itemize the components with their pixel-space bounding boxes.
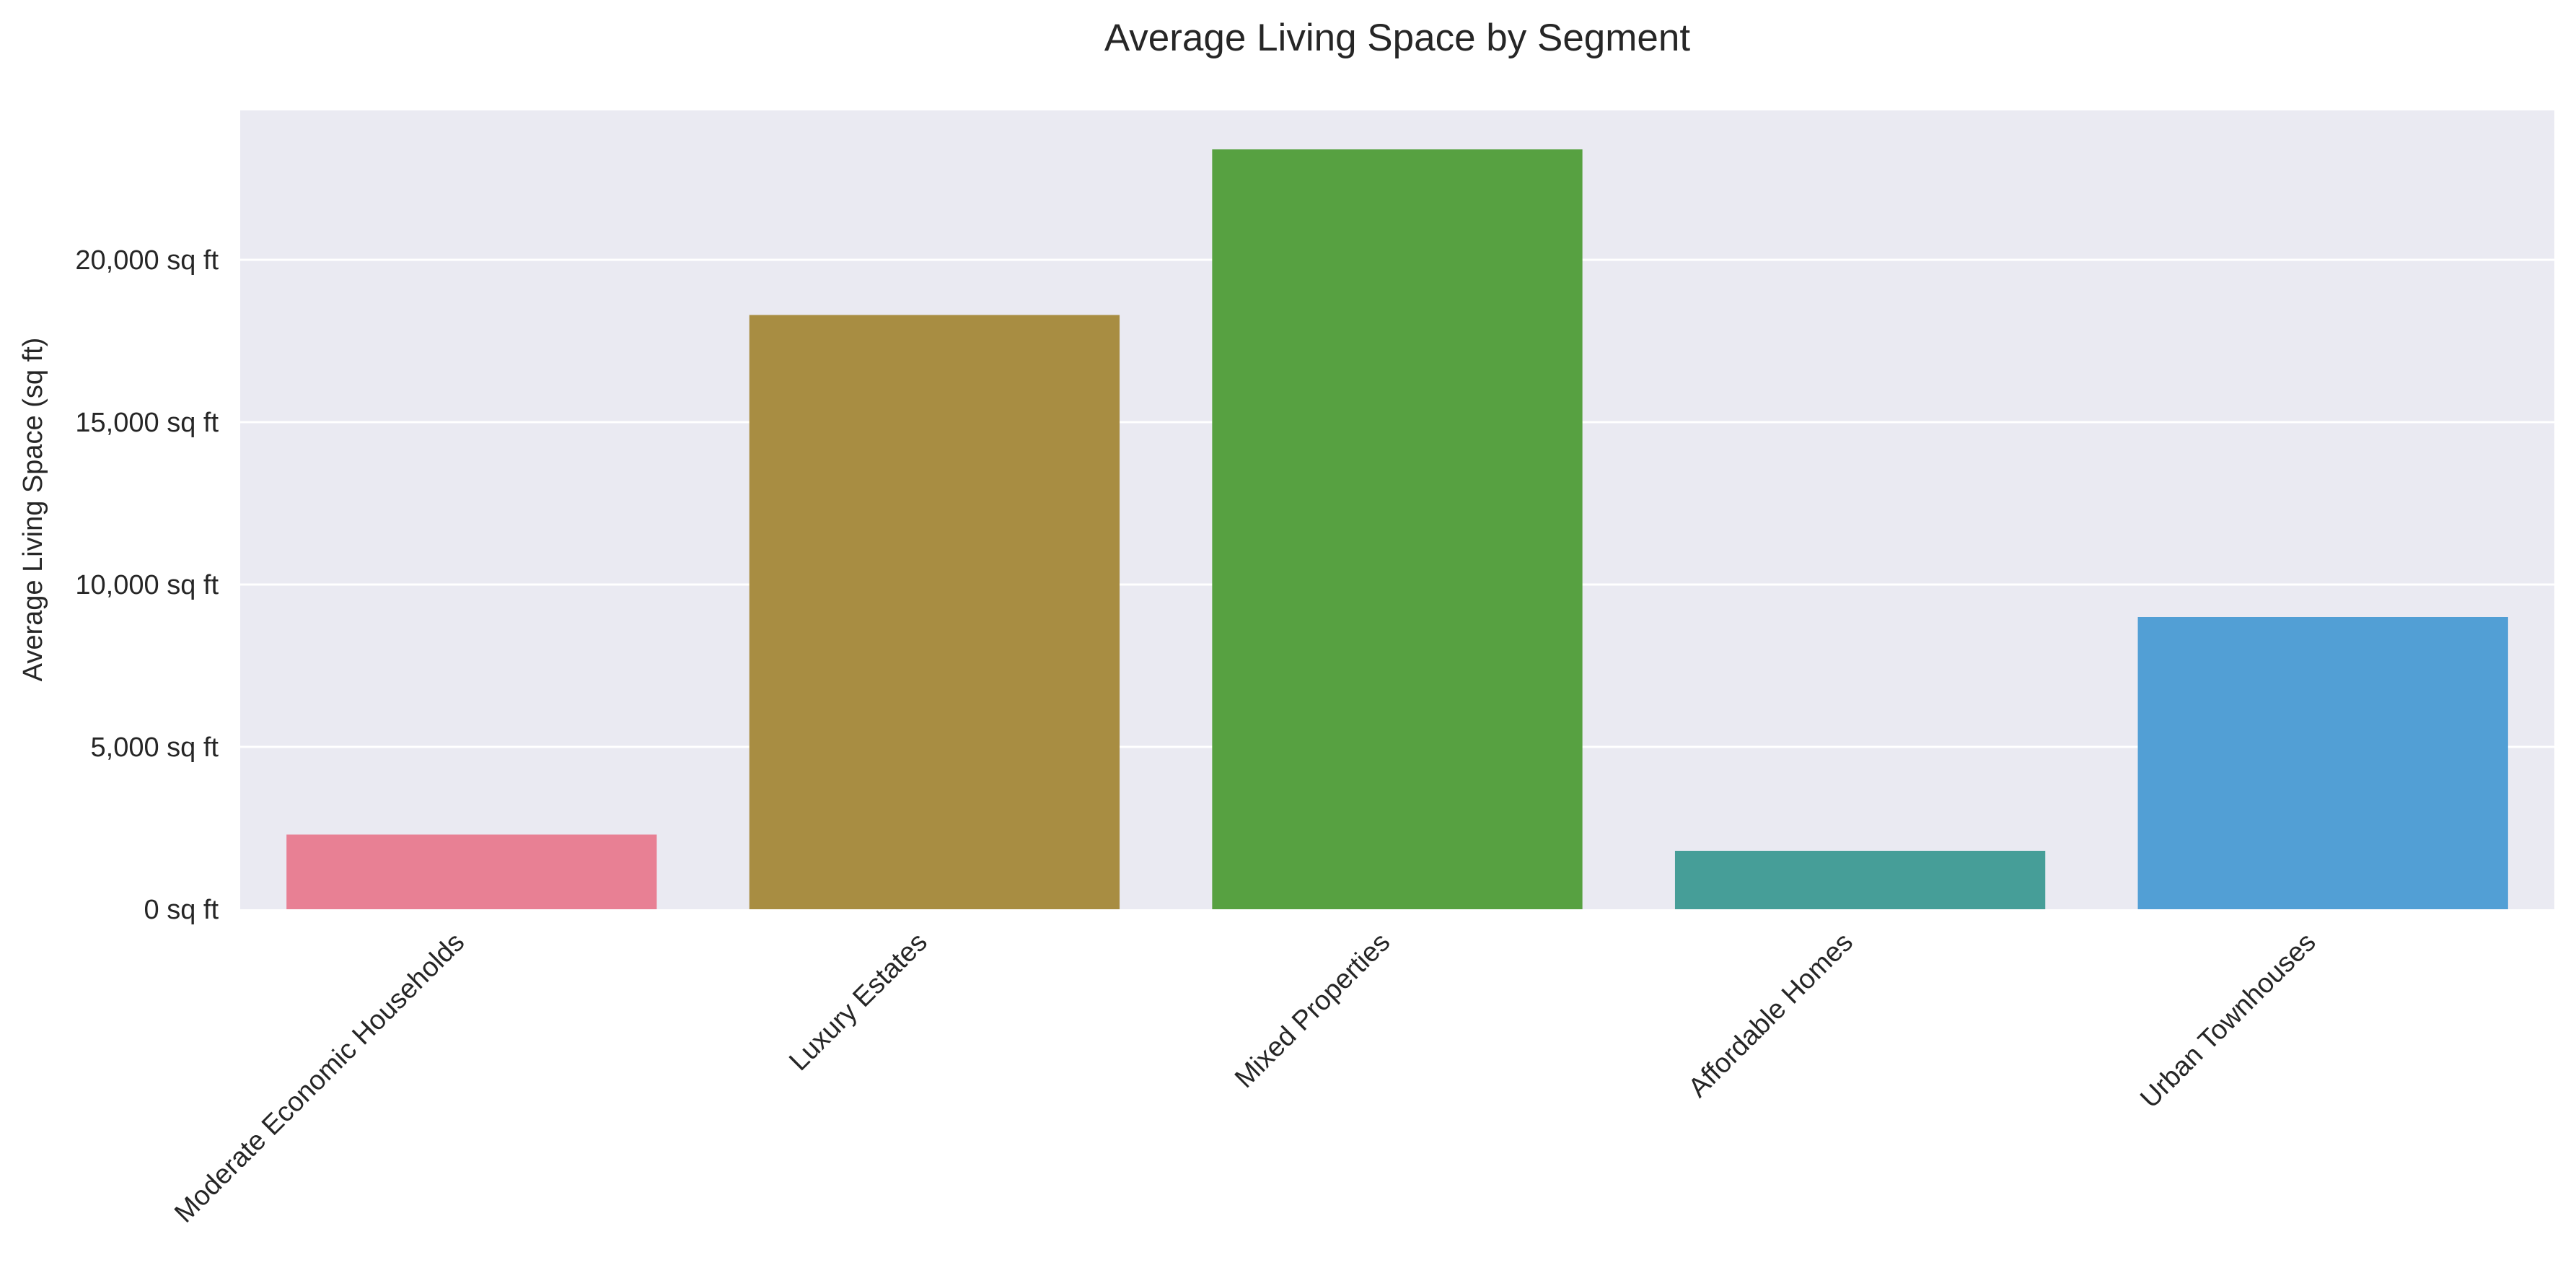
bar-2 xyxy=(1212,149,1583,909)
y-tick-label-3: 15,000 sq ft xyxy=(75,408,219,438)
x-tick-label-2: Mixed Properties xyxy=(1229,927,1396,1094)
y-tick-label-4: 20,000 sq ft xyxy=(75,245,219,276)
bar-1 xyxy=(749,315,1120,909)
bar-4 xyxy=(2137,617,2508,909)
y-tick-label-0: 0 sq ft xyxy=(144,895,219,925)
x-tick-label-0: Moderate Economic Households xyxy=(169,927,470,1229)
bar-3 xyxy=(1674,851,2046,909)
y-axis-ticks: 0 sq ft 5,000 sq ft 10,000 sq ft 15,000 sq … xyxy=(75,245,219,925)
y-tick-label-1: 5,000 sq ft xyxy=(91,732,219,763)
chart-title: Average Living Space by Segment xyxy=(1104,17,1690,59)
x-tick-label-1: Luxury Estates xyxy=(783,927,933,1077)
x-tick-label-3: Affordable Homes xyxy=(1683,927,1859,1103)
y-tick-label-2: 10,000 sq ft xyxy=(75,570,219,600)
y-axis-label: Average Living Space (sq ft) xyxy=(18,338,48,682)
x-tick-label-4: Urban Townhouses xyxy=(2135,927,2321,1114)
x-axis-ticks: Moderate Economic Households Luxury Estat… xyxy=(169,927,2321,1229)
bar-0 xyxy=(286,834,657,909)
bars xyxy=(286,149,2508,909)
